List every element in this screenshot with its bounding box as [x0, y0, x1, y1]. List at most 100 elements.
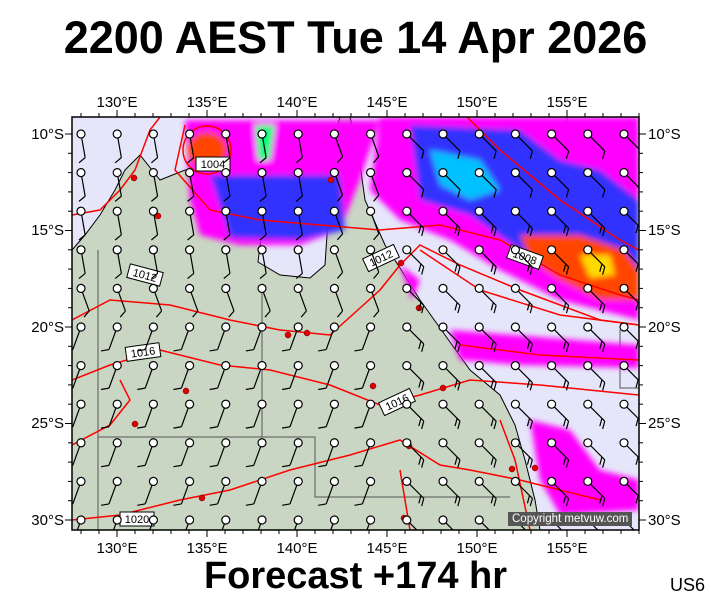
wind-barb: [546, 476, 570, 507]
wind-barb: [354, 361, 376, 391]
wind-barb: [257, 245, 267, 280]
wind-barb: [438, 322, 461, 352]
wind-barb: [148, 283, 163, 318]
wind-barb: [148, 245, 159, 280]
wind-barb: [474, 129, 497, 159]
wind-barb: [144, 515, 158, 530]
wind-barb: [546, 168, 570, 198]
wind-barb: [583, 476, 606, 507]
wind-barb: [100, 322, 122, 352]
lat-label-right: 25°S: [648, 415, 681, 432]
wind-barb: [354, 438, 376, 468]
lon-label-top: 150°E: [456, 94, 497, 111]
wind-barb: [402, 476, 425, 507]
wind-barb: [293, 245, 303, 280]
wind-barb: [293, 168, 303, 202]
wind-barb: [474, 245, 497, 275]
wind-barb: [173, 438, 195, 468]
wind-barb: [112, 129, 122, 164]
wind-barb: [474, 361, 497, 391]
wind-barb: [257, 283, 271, 318]
wind-barb: [474, 438, 497, 468]
lat-label-right: 20°S: [648, 319, 681, 336]
wind-barb: [510, 322, 533, 352]
wind-barb: [180, 515, 195, 530]
wind-barb: [546, 245, 570, 275]
wind-barb: [281, 438, 303, 468]
wind-barb: [173, 476, 195, 506]
isobar-label: 1020: [119, 511, 155, 527]
wind-barb: [112, 206, 122, 241]
wind-barb: [583, 129, 606, 159]
wind-barb: [185, 168, 195, 202]
wind-barb: [281, 399, 303, 429]
wind-barb: [510, 476, 533, 507]
wind-barb: [72, 438, 86, 468]
svg-text:1016: 1016: [130, 345, 156, 360]
wind-barb: [325, 515, 339, 530]
wind-barb: [366, 206, 380, 241]
wind-barb: [221, 206, 231, 241]
lat-label-right: 10°S: [648, 126, 681, 143]
wind-barb: [221, 168, 231, 202]
wind-barb: [546, 438, 570, 468]
wind-barb: [438, 245, 461, 275]
wind-barb: [173, 399, 195, 429]
wind-barb: [217, 515, 231, 530]
isobar-label: 1004: [195, 156, 231, 172]
lat-label-right: 30°S: [648, 512, 681, 529]
wind-barb: [318, 399, 339, 429]
wind-barb: [510, 245, 533, 275]
wind-barb: [510, 168, 533, 198]
wind-barb: [100, 476, 122, 506]
wind-barb: [354, 322, 376, 352]
wind-barb: [137, 476, 158, 506]
wind-barb: [366, 245, 380, 279]
lon-label-bottom: 135°E: [186, 540, 227, 557]
axis-ticks: [65, 110, 646, 537]
wind-barb: [510, 129, 533, 159]
wind-barb: [583, 245, 606, 275]
lon-axis: 130°E 135°E 140°E 145°E 150°E 155°E 130°…: [96, 94, 587, 557]
wind-barb: [209, 322, 231, 352]
wind-barb: [245, 399, 267, 429]
wind-barb: [221, 245, 231, 280]
wind-barb: [257, 168, 267, 202]
lon-label-bottom: 150°E: [456, 540, 497, 557]
wind-barb: [474, 399, 497, 430]
wind-barbs: [72, 129, 639, 530]
wind-barb: [366, 129, 380, 164]
wind-barb: [366, 168, 380, 202]
wind-barb: [209, 438, 231, 468]
wind-barb: [474, 206, 497, 237]
wind-barb: [100, 438, 122, 468]
wind-barb: [185, 129, 195, 164]
wind-barb: [402, 322, 425, 352]
wind-barb: [329, 129, 344, 164]
lon-label-top: 130°E: [96, 94, 137, 111]
wind-barb: [72, 515, 86, 530]
wind-barb: [173, 322, 195, 352]
wind-barb: [583, 206, 606, 237]
svg-text:1004: 1004: [201, 159, 225, 171]
wind-barb: [510, 361, 533, 391]
wind-barb: [76, 168, 86, 202]
wind-barb: [137, 361, 158, 391]
wind-barb: [438, 476, 461, 507]
wind-barb: [76, 283, 90, 318]
wind-barb: [72, 476, 86, 506]
wind-barb: [253, 515, 267, 530]
wind-barb: [257, 206, 267, 241]
wind-barb: [438, 206, 461, 237]
wind-barb: [583, 361, 606, 391]
wind-barb: [474, 322, 497, 352]
wind-barb: [583, 168, 606, 198]
wind-barb: [293, 129, 303, 164]
lon-label-bottom: 145°E: [366, 540, 407, 557]
lat-axis: 10°S 15°S 20°S 25°S 30°S 10°S 15°S 20°S …: [31, 126, 680, 529]
wind-barb: [402, 168, 425, 198]
wind-barb: [257, 129, 267, 164]
wind-barb: [510, 206, 533, 237]
wind-barb: [546, 129, 570, 159]
